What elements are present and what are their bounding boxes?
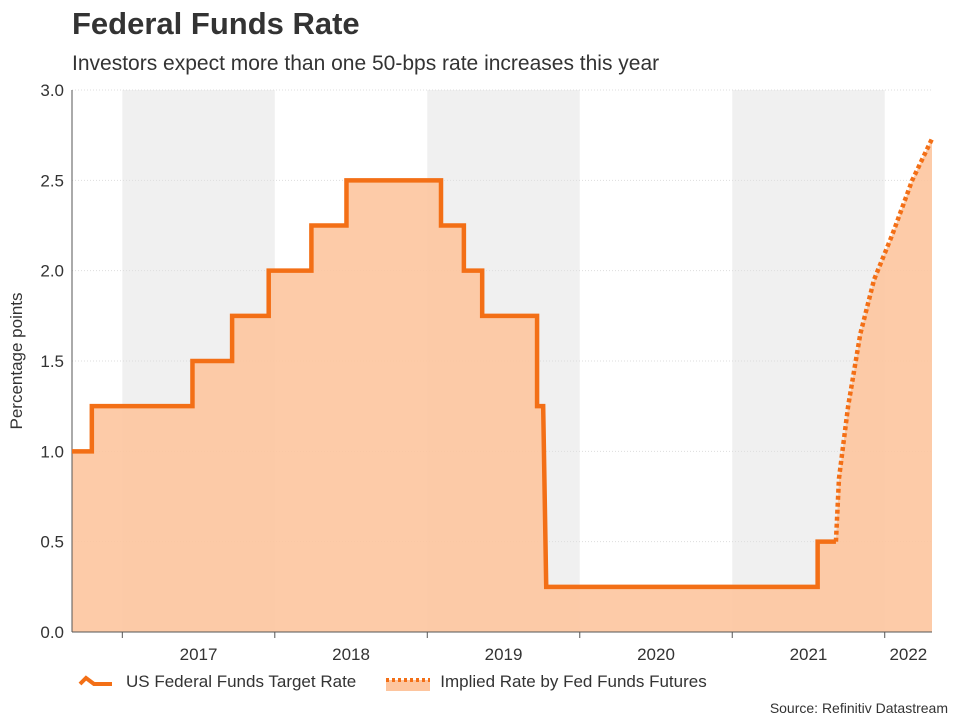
x-tick-label-2020: 2020 bbox=[637, 645, 675, 664]
x-tick-label-2022: 2022 bbox=[889, 645, 927, 664]
source-note: Source: Refinitiv Datastream bbox=[769, 700, 948, 716]
legend-item-implied-rate: Implied Rate by Fed Funds Futures bbox=[384, 672, 707, 692]
chart-legend: US Federal Funds Target Rate Implied Rat… bbox=[78, 672, 735, 692]
y-tick-label: 1.0 bbox=[40, 442, 64, 461]
y-tick-label: 0.0 bbox=[40, 623, 64, 642]
legend-label-implied-rate: Implied Rate by Fed Funds Futures bbox=[440, 672, 707, 691]
x-tick-label-2021: 2021 bbox=[790, 645, 828, 664]
y-tick-label: 2.0 bbox=[40, 262, 64, 281]
legend-dotted-area-icon bbox=[386, 678, 431, 691]
y-tick-label: 1.5 bbox=[40, 352, 64, 371]
chart-subtitle: Investors expect more than one 50-bps ra… bbox=[72, 52, 660, 75]
chart-title: Federal Funds Rate bbox=[72, 6, 360, 41]
rate-area bbox=[72, 138, 932, 632]
x-tick-label-2018: 2018 bbox=[332, 645, 370, 664]
y-axis-label: Percentage points bbox=[7, 292, 26, 429]
series-line-target-rate bbox=[72, 178, 836, 590]
legend-item-target-rate: US Federal Funds Target Rate bbox=[78, 672, 356, 692]
y-tick-label: 2.5 bbox=[40, 171, 64, 190]
legend-solid-line-icon bbox=[78, 675, 112, 686]
y-tick-label: 0.5 bbox=[40, 533, 64, 552]
legend-label-target-rate: US Federal Funds Target Rate bbox=[126, 672, 357, 691]
x-tick-label-2019: 2019 bbox=[485, 645, 523, 664]
x-tick-label-2017: 2017 bbox=[180, 645, 218, 664]
y-tick-label: 3.0 bbox=[40, 81, 64, 100]
